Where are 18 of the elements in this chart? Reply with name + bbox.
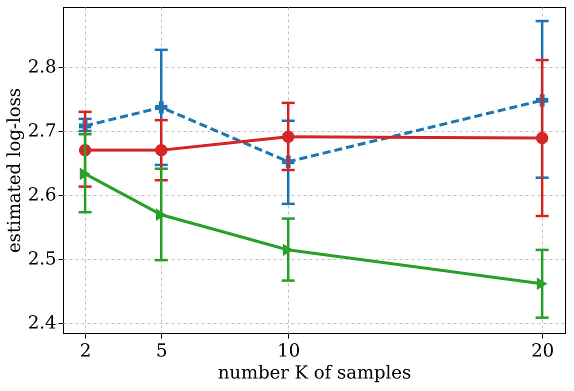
x-tick-label: 5	[156, 340, 168, 362]
y-tick-label: 2.5	[28, 248, 56, 270]
point	[155, 144, 168, 156]
point	[156, 208, 167, 221]
x-axis-title: number K of samples	[218, 362, 412, 384]
y-tick-label: 2.6	[28, 184, 56, 206]
x-tick-label: 2	[80, 340, 92, 362]
x-tick-label: 20	[531, 340, 554, 362]
y-tick-label: 2.8	[28, 56, 56, 78]
y-axis-title: estimated log-loss	[4, 88, 25, 254]
x-tick-label: 10	[277, 340, 300, 362]
y-tick-label: 2.4	[28, 312, 56, 334]
point	[80, 168, 90, 180]
point	[282, 130, 294, 143]
point	[155, 101, 168, 114]
point	[536, 132, 548, 144]
y-tick-label: 2.7	[28, 120, 56, 142]
point	[536, 278, 548, 290]
